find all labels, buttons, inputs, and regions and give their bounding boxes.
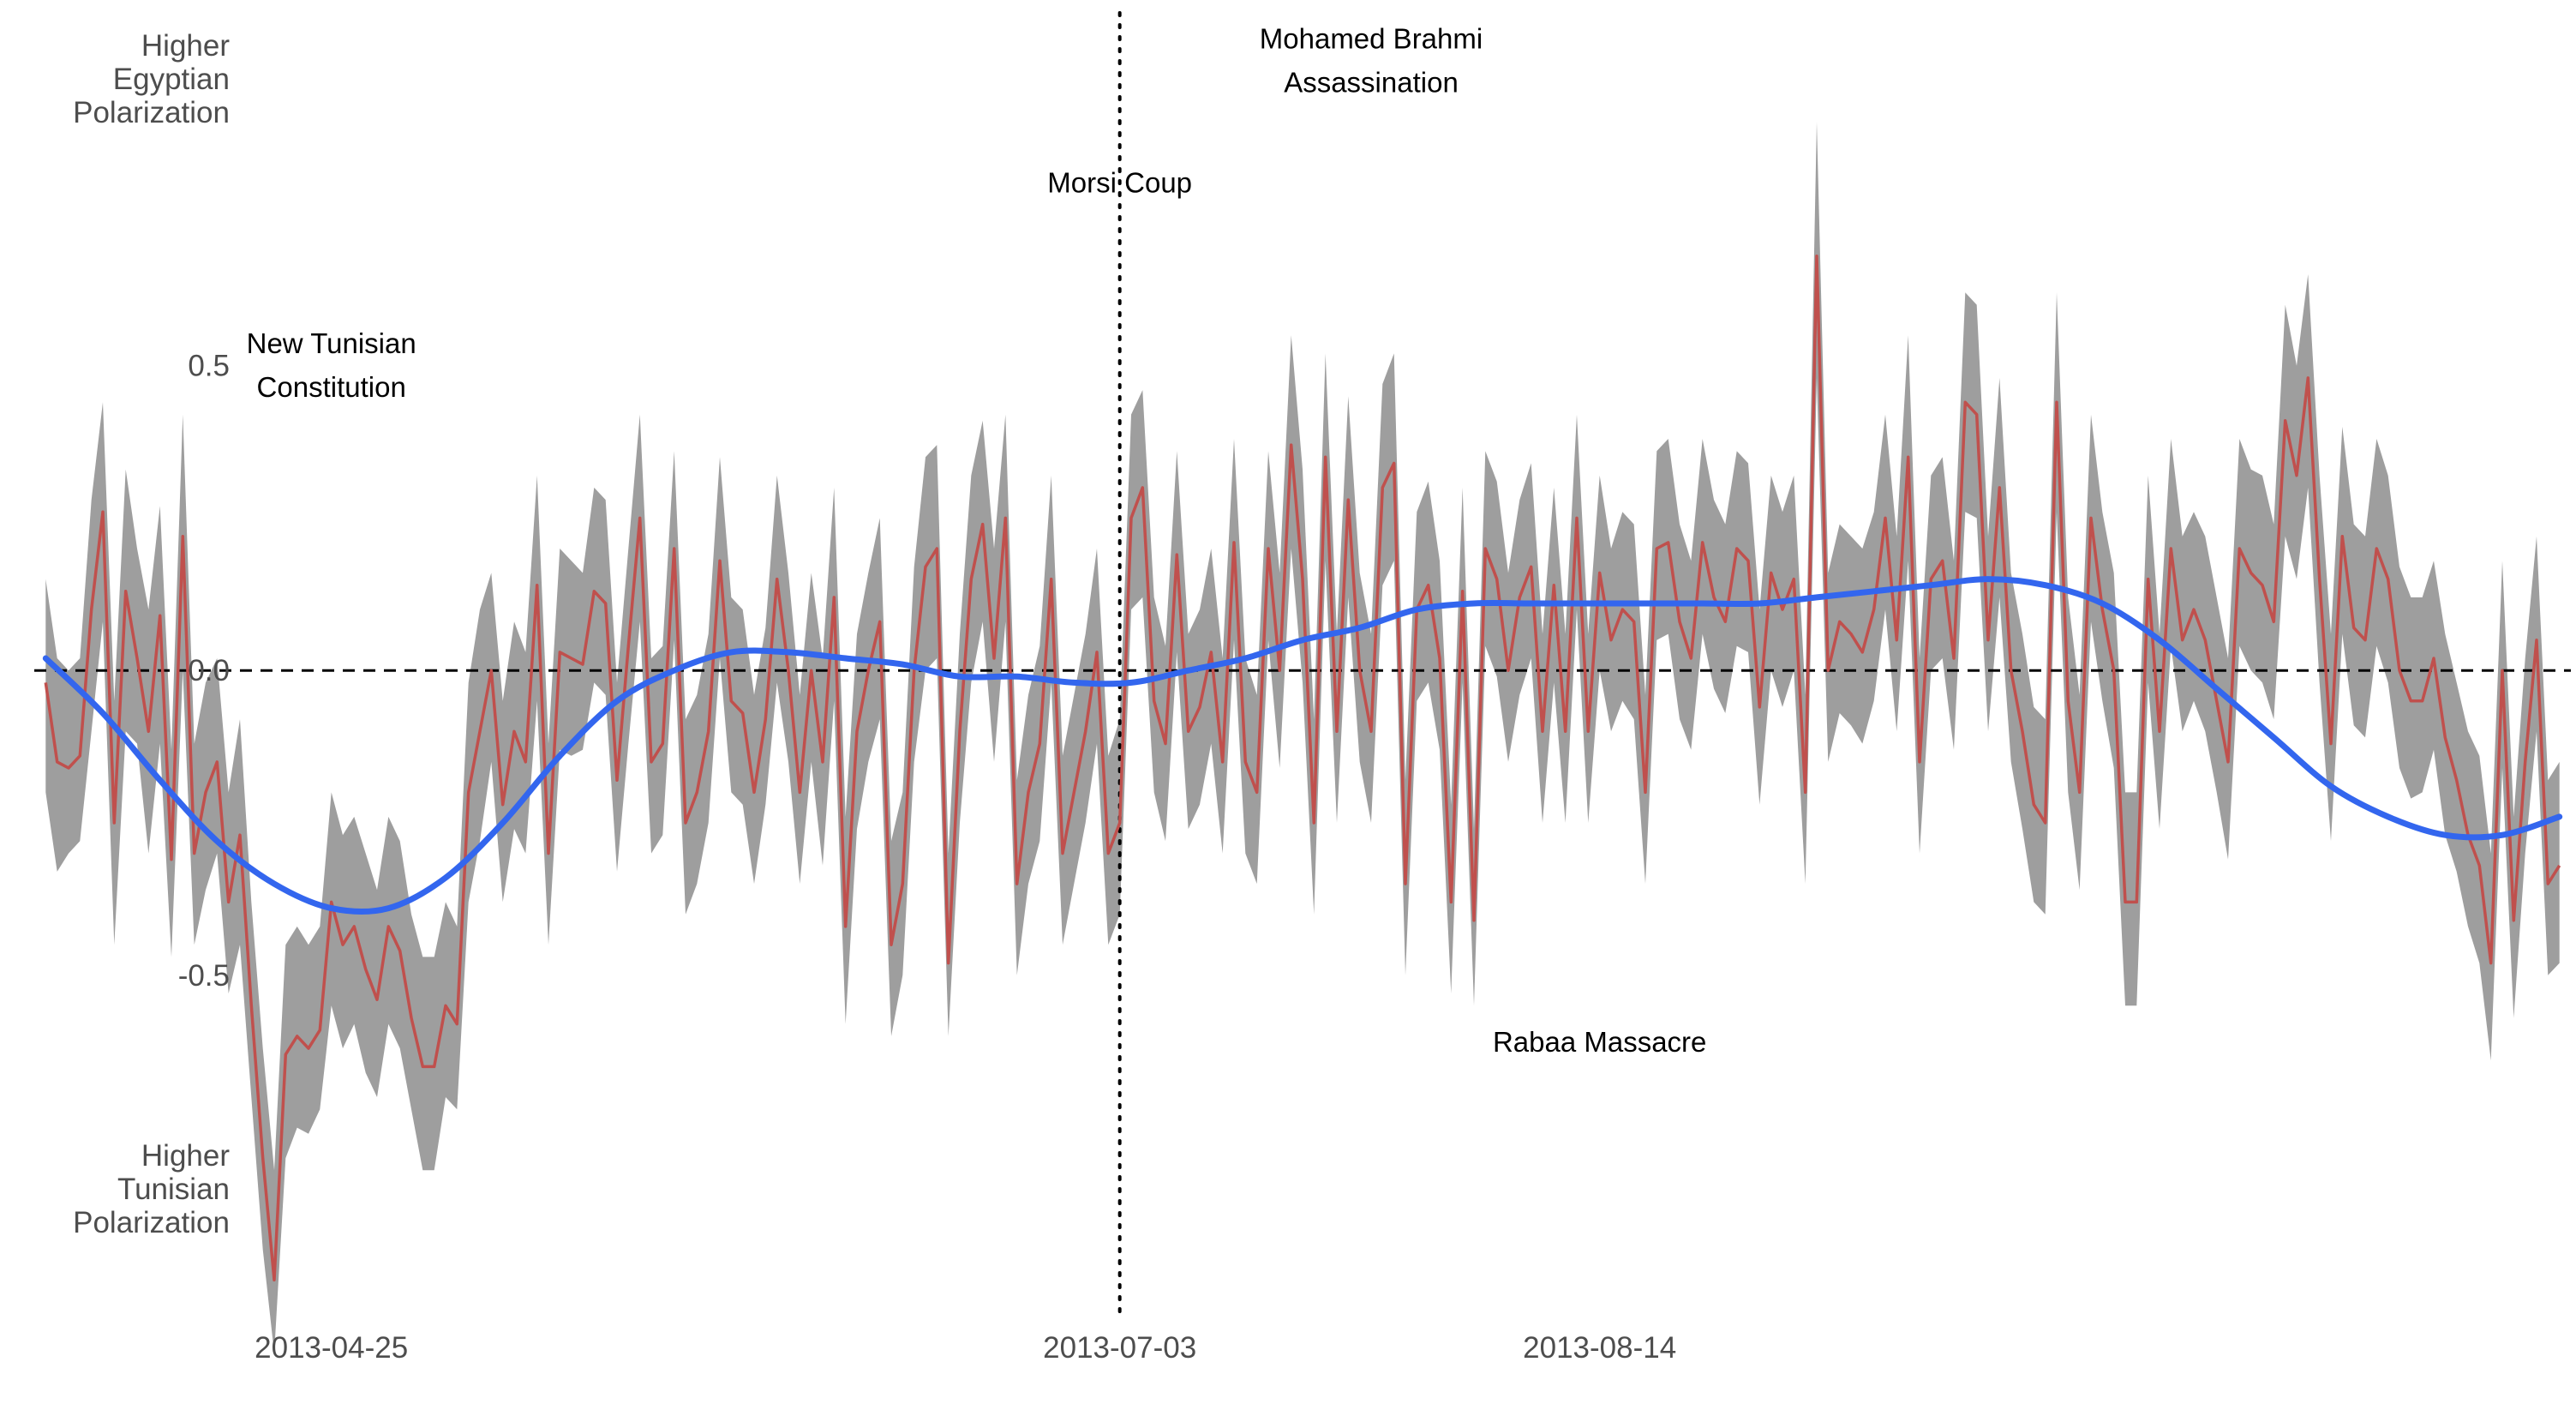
x-tick-label: 2013-04-25 bbox=[255, 1331, 408, 1365]
y-tick-label: -0.5 bbox=[178, 959, 230, 993]
event-annotation: Morsi Coup bbox=[1047, 166, 1192, 198]
reference-lines-layer bbox=[34, 11, 2571, 1317]
y-tick-label: 0.5 bbox=[188, 350, 230, 383]
smoothed-trend-line bbox=[42, 576, 2563, 915]
daily-estimate-line bbox=[44, 254, 2561, 1282]
event-annotation: New Tunisian Constitution bbox=[247, 327, 416, 403]
event-annotation: Rabaa Massacre bbox=[1493, 1026, 1706, 1058]
x-tick-label: 2013-08-14 bbox=[1523, 1331, 1676, 1365]
confidence-band-layer bbox=[45, 122, 2560, 1353]
event-annotation: Mohamed Brahmi Assassination bbox=[1260, 23, 1483, 99]
y-axis-bottom-label: Higher Tunisian Polarization bbox=[73, 1139, 230, 1239]
y-tick-label: 0.0 bbox=[188, 654, 230, 687]
confidence-band bbox=[45, 122, 2560, 1353]
labels-layer: 0.5 0.0 -0.5 2013-04-25 2013-07-03 2013-08-14… bbox=[73, 23, 1706, 1365]
y-axis-top-label: Higher Egyptian Polarization bbox=[73, 29, 230, 129]
x-tick-label: 2013-07-03 bbox=[1043, 1331, 1196, 1365]
series-lines-layer bbox=[42, 254, 2563, 1282]
